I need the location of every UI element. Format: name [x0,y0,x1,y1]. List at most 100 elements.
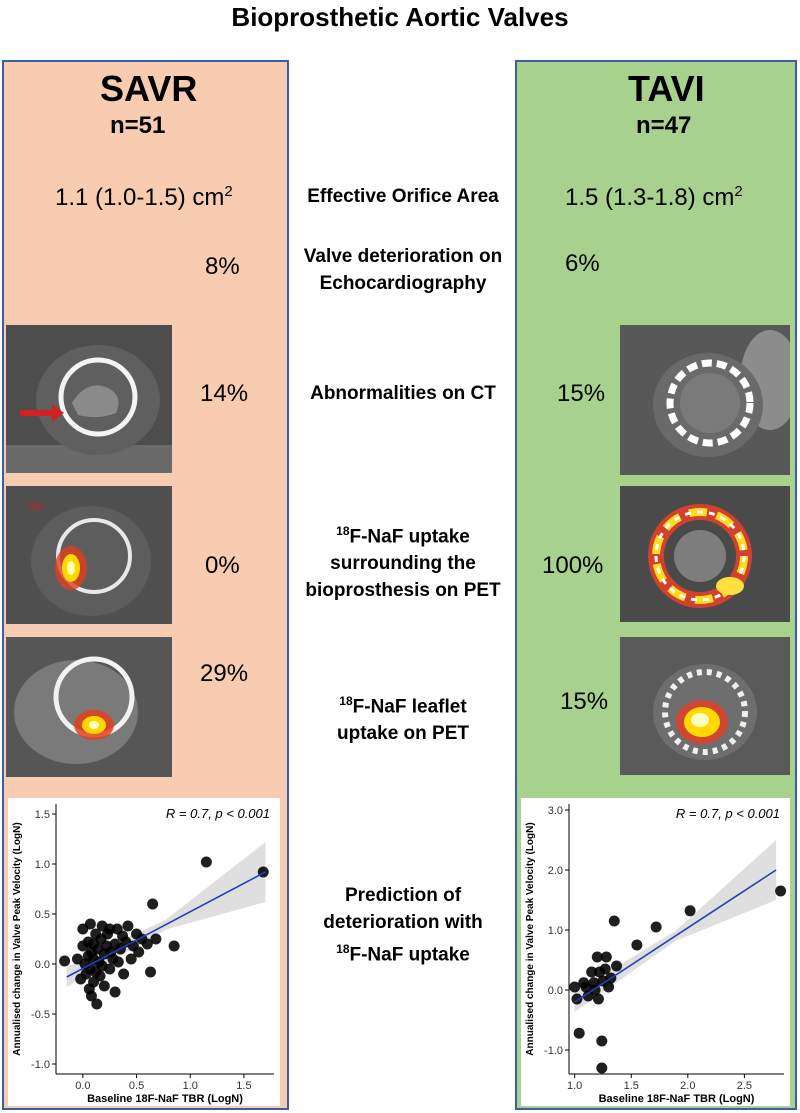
x-tick-label: 1.5 [624,1080,639,1092]
tavi-eoa: 1.5 (1.3-1.8) cm2 [565,183,743,211]
tavi-pet-leaflet-image [620,637,790,775]
savr-pet-leaflet-image [6,637,172,777]
data-point [569,981,581,993]
savr-echo: 8% [205,253,240,280]
data-point [59,955,71,967]
x-tick-label: 0.0 [75,1080,90,1092]
data-point [118,968,130,980]
data-point [112,956,124,968]
data-point [109,986,121,998]
data-point [608,915,620,927]
data-point [94,970,106,982]
x-axis-label: Baseline 18F-NaF TBR (LogN) [599,1093,755,1105]
tavi-pet-leaflet: 15% [560,688,609,715]
data-point [571,993,583,1005]
data-point [150,933,162,945]
data-point [200,856,212,868]
regression-line [66,871,266,978]
data-point [104,923,116,935]
savr-ct: 14% [200,380,249,407]
savr-eoa: 1.1 (1.0-1.5) cm2 [55,183,233,211]
x-tick-label: 2.5 [737,1080,752,1092]
y-tick-label: 0.5 [35,909,50,921]
savr-pet-surround-scan [6,486,172,624]
y-tick-label: 3.0 [548,805,563,817]
label-pet-surround: 18F-NaF uptake surrounding the bioprosth… [292,518,514,604]
tavi-ct: 15% [557,380,606,407]
y-tick-label: -1.0 [544,1045,563,1057]
data-point [596,1035,608,1047]
savr-pet-surround: 0% [205,552,240,579]
label-prediction: Prediction of deterioration with 18F-NaF… [292,882,514,968]
x-tick-label: 1.0 [567,1080,582,1092]
label-ct: Abnormalities on CT [310,383,496,404]
data-point [631,939,643,951]
label-pet-leaflet-line2: uptake on PET [337,723,469,745]
savr-ct-scan [6,325,172,473]
label-pet-surround-line3: bioprosthesis on PET [305,580,501,602]
label-prediction-line1: Prediction of [344,885,462,906]
data-point [133,946,145,958]
y-tick-label: 1.0 [548,925,563,937]
data-point [84,918,96,930]
y-tick-label: -1.0 [31,1059,50,1071]
y-tick-label: 1.5 [35,809,50,821]
data-point [147,898,159,910]
savr-pet-leaflet-scan [6,637,172,777]
savr-scatter-svg: 0.0 0.5 1.0 1.5 -1.0 -0.5 0.0 0.5 1.0 1.5 R = 0.7,… [12,804,274,1105]
regression-line [574,869,777,1003]
data-point [168,940,180,952]
label-echo-line2: Echocardiography [319,273,487,294]
data-point [98,980,110,992]
tavi-pet-surround-image [620,486,790,622]
label-eoa: Effective Orifice Area [307,186,499,207]
data-point [650,921,662,933]
label-echo-line1: Valve deterioration on [303,246,503,267]
label-pet-leaflet: 18F-NaF leaflet uptake on PET [292,688,514,747]
red-arrow-icon [20,404,64,422]
y-tick-label: 1.0 [35,859,50,871]
y-axis-label: Annualised change in Valve Peak Velocity… [12,822,23,1055]
data-point [586,966,598,978]
data-point [684,905,696,917]
label-pet-surround-line2: surrounding the [330,553,476,575]
label-prediction-line3: 18F-NaF uptake [336,942,470,966]
data-point [600,951,612,963]
label-prediction-line2: deterioration with [323,912,483,933]
tavi-n: n=47 [636,112,692,139]
tavi-echo: 6% [565,250,600,277]
y-tick-label: 0.0 [548,985,563,997]
data-point [592,993,604,1005]
tavi-scatter-svg: 1.0 1.5 2.0 2.5 -1.0 0.0 1.0 2.0 3.0 R = 0.7, p <… [525,804,787,1105]
savr-pet-leaflet: 29% [200,660,249,687]
data-point [596,1062,608,1074]
tavi-pet-surround: 100% [542,552,604,579]
data-point [145,966,157,978]
data-point [611,960,623,972]
data-point [591,951,603,963]
tavi-pet-leaflet-scan [620,637,790,775]
label-pet-surround-line1: 18F-NaF uptake [336,524,470,548]
tavi-title: TAVI [628,68,705,109]
data-point [603,981,615,993]
y-tick-label: -0.5 [31,1009,50,1021]
label-pet-leaflet-line1: 18F-NaF leaflet [339,694,467,718]
x-tick-label: 0.5 [129,1080,144,1092]
tavi-ct-image [620,325,790,475]
y-tick-label: 0.0 [35,959,50,971]
x-tick-label: 1.5 [236,1080,251,1092]
y-tick-label: 2.0 [548,865,563,877]
x-tick-label: 1.0 [183,1080,198,1092]
savr-pet-surround-image [6,486,172,624]
savr-scatter-plot: 0.0 0.5 1.0 1.5 -1.0 -0.5 0.0 0.5 1.0 1.5 R = 0.7,… [8,798,280,1106]
data-point [85,990,97,1002]
savr-title: SAVR [100,68,198,109]
data-point [125,953,137,965]
savr-ct-image [6,325,172,473]
stats-annotation: R = 0.7, p < 0.001 [676,806,780,821]
data-point [104,963,116,975]
figure-title: Bioprosthetic Aortic Valves [231,2,569,32]
data-point [599,963,611,975]
tavi-pet-surround-scan [620,486,790,622]
label-echo: Valve deterioration on Echocardiography [292,243,514,297]
